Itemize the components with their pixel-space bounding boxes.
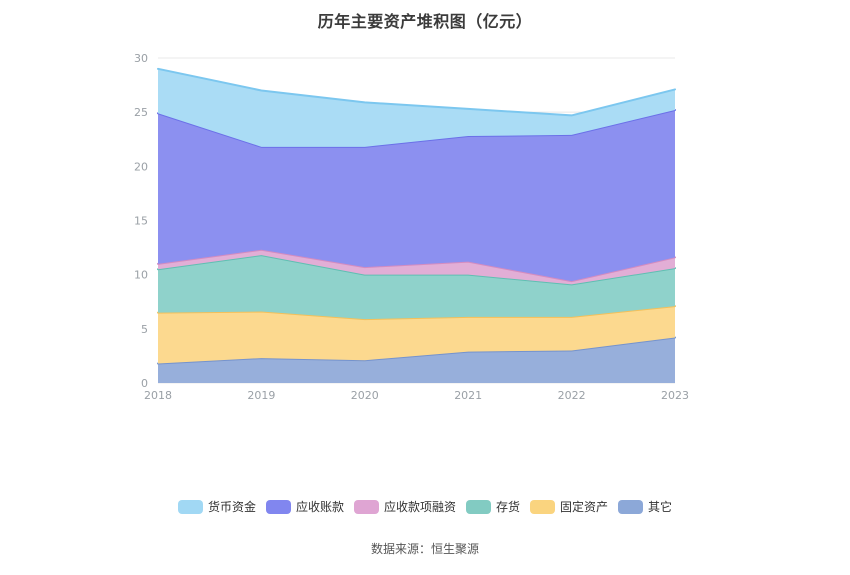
area-series	[158, 337, 675, 383]
chart-legend: 货币资金 应收账款 应收款项融资 存货 固定资产 其它	[0, 498, 850, 515]
legend-item[interactable]: 其它	[618, 498, 672, 515]
legend-label: 应收账款	[295, 500, 344, 514]
area-series	[158, 249, 675, 285]
data-source: 数据来源：恒生聚源	[370, 542, 479, 556]
area-series	[158, 68, 675, 147]
legend-swatch	[353, 499, 379, 514]
legend-swatch	[466, 499, 491, 514]
legend-label: 存货	[496, 500, 521, 514]
legend-swatch	[618, 499, 644, 514]
area-series	[158, 255, 675, 320]
stacked-area-chart: 0 5 10 15 20 25 30 2018 2019 2020 2021 2022 2023	[134, 52, 689, 402]
y-tick-label: 15	[134, 215, 148, 228]
legend-item[interactable]: 存货	[466, 498, 520, 515]
legend-swatch	[177, 499, 203, 514]
x-tick-label: 2020	[351, 389, 379, 402]
legend-swatch	[265, 499, 291, 514]
legend-item[interactable]: 应收款项融资	[353, 498, 456, 515]
y-tick-label: 5	[141, 323, 148, 336]
x-tick-label: 2021	[454, 389, 482, 402]
y-tick-label: 0	[141, 377, 148, 390]
legend-label: 货币资金	[207, 500, 256, 514]
legend-label: 固定资产	[560, 500, 609, 514]
legend-item[interactable]: 货币资金	[177, 498, 256, 515]
x-tick-label: 2022	[558, 389, 586, 402]
x-tick-label: 2018	[144, 389, 172, 402]
y-tick-label: 20	[134, 160, 148, 173]
area-series	[158, 306, 675, 364]
series-line	[157, 67, 676, 117]
area-series	[158, 110, 675, 282]
chart-title: 历年主要资产堆积图（亿元）	[317, 12, 533, 31]
x-tick-label: 2019	[247, 389, 275, 402]
y-tick-label: 10	[134, 269, 148, 282]
legend-item[interactable]: 应收账款	[265, 498, 344, 515]
legend-label: 应收款项融资	[383, 500, 456, 514]
legend-item[interactable]: 固定资产	[530, 498, 608, 515]
y-tick-label: 30	[134, 52, 148, 65]
y-tick-label: 25	[134, 106, 148, 119]
x-tick-label: 2023	[661, 389, 689, 402]
legend-label: 其它	[648, 500, 673, 514]
legend-swatch	[530, 499, 556, 514]
